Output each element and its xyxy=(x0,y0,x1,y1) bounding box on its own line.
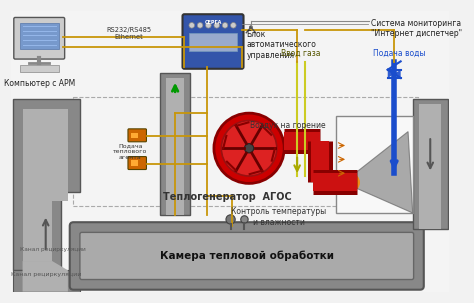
Circle shape xyxy=(214,22,219,28)
Circle shape xyxy=(189,22,194,28)
Text: Подача
теплового
агента: Подача теплового агента xyxy=(113,144,147,160)
FancyBboxPatch shape xyxy=(182,14,244,69)
Text: СЕРГА: СЕРГА xyxy=(204,20,222,25)
FancyBboxPatch shape xyxy=(80,232,414,280)
Text: Подача воды: Подача воды xyxy=(373,49,425,58)
Bar xyxy=(336,116,413,213)
FancyBboxPatch shape xyxy=(14,18,64,59)
Circle shape xyxy=(230,22,236,28)
Polygon shape xyxy=(388,70,401,78)
Circle shape xyxy=(241,216,248,223)
Circle shape xyxy=(214,113,284,183)
Polygon shape xyxy=(343,132,413,213)
Text: Контроль температуры
и влажности: Контроль температуры и влажности xyxy=(231,208,326,227)
Circle shape xyxy=(345,177,356,188)
Polygon shape xyxy=(23,261,68,291)
Text: RS232/RS485
Ethernet: RS232/RS485 Ethernet xyxy=(106,27,152,40)
Circle shape xyxy=(245,144,254,153)
Circle shape xyxy=(226,215,235,224)
Circle shape xyxy=(344,174,352,181)
Circle shape xyxy=(206,22,211,28)
Bar xyxy=(413,99,448,229)
Circle shape xyxy=(222,22,228,28)
Bar xyxy=(160,73,190,215)
FancyBboxPatch shape xyxy=(128,157,146,169)
Circle shape xyxy=(221,121,277,176)
Text: Теплогенератор  АГОС: Теплогенератор АГОС xyxy=(164,192,292,202)
Bar xyxy=(73,98,418,205)
Bar xyxy=(419,104,441,229)
Text: Канал рециркуляции: Канал рециркуляции xyxy=(10,272,81,277)
Circle shape xyxy=(341,173,360,192)
Text: Блок
автоматического
управления: Блок автоматического управления xyxy=(246,30,316,60)
Bar xyxy=(131,132,138,138)
Bar xyxy=(166,78,184,215)
FancyBboxPatch shape xyxy=(70,222,424,290)
Circle shape xyxy=(197,22,203,28)
Text: Воздух на горение: Воздух на горение xyxy=(250,121,326,130)
Circle shape xyxy=(249,25,253,29)
FancyBboxPatch shape xyxy=(128,129,146,142)
Polygon shape xyxy=(13,99,80,270)
Polygon shape xyxy=(13,270,80,291)
Text: Ввод газа: Ввод газа xyxy=(281,49,320,58)
Polygon shape xyxy=(23,108,68,261)
Bar xyxy=(189,33,237,51)
Bar xyxy=(20,23,59,49)
Text: Система мониторинга
"Интернет диспетчер": Система мониторинга "Интернет диспетчер" xyxy=(371,19,462,38)
Bar xyxy=(20,65,59,72)
Bar xyxy=(131,160,138,166)
Text: Компьютер с АРМ: Компьютер с АРМ xyxy=(4,79,75,88)
Text: Камера тепловой обработки: Камера тепловой обработки xyxy=(160,251,334,261)
Text: Канал рециркуляции: Канал рециркуляции xyxy=(20,247,86,252)
